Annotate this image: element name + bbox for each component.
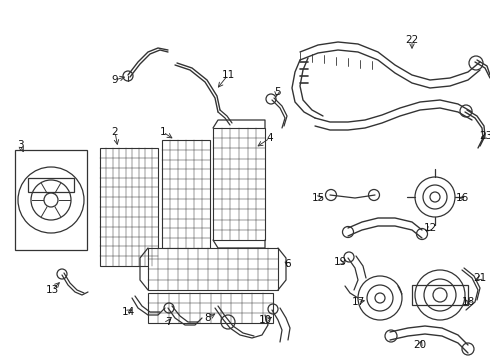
Text: 7: 7: [165, 317, 172, 327]
Text: 10: 10: [258, 315, 271, 325]
Text: 18: 18: [462, 297, 475, 307]
Bar: [412, 285, 468, 305]
Text: 19: 19: [333, 257, 346, 267]
Text: 11: 11: [221, 70, 235, 80]
Text: 23: 23: [479, 131, 490, 141]
Text: 1: 1: [160, 127, 166, 137]
Text: 12: 12: [423, 223, 437, 233]
Bar: [100, 148, 158, 266]
Text: 5: 5: [274, 87, 280, 97]
Bar: [15, 150, 87, 250]
Text: 4: 4: [267, 133, 273, 143]
Text: 13: 13: [46, 285, 59, 295]
Text: 6: 6: [285, 259, 292, 269]
Text: 8: 8: [205, 313, 211, 323]
Text: 22: 22: [405, 35, 418, 45]
Bar: [148, 293, 273, 323]
Bar: [162, 140, 210, 248]
Text: 3: 3: [17, 140, 24, 150]
Text: 21: 21: [473, 273, 487, 283]
Text: 20: 20: [414, 340, 427, 350]
Text: 15: 15: [311, 193, 325, 203]
Bar: [148, 248, 278, 290]
Bar: [213, 128, 265, 240]
Text: 14: 14: [122, 307, 135, 317]
Text: 2: 2: [112, 127, 118, 137]
Text: 16: 16: [455, 193, 468, 203]
Text: 9: 9: [112, 75, 118, 85]
Text: 17: 17: [351, 297, 365, 307]
Bar: [28, 178, 74, 192]
